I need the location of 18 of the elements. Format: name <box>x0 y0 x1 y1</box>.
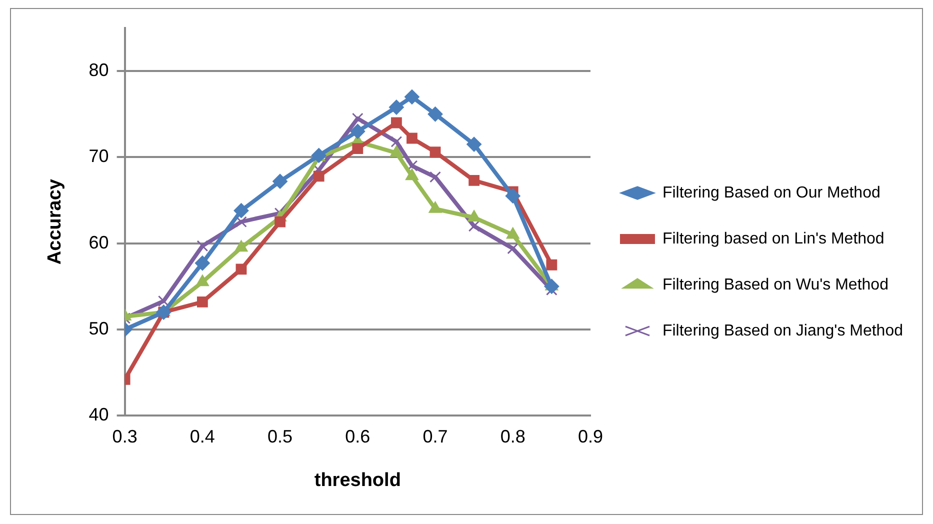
y-tick-label: 60 <box>88 232 109 252</box>
y-tick-label: 50 <box>88 318 109 338</box>
x-tick-label: 0.4 <box>190 426 215 446</box>
legend-label: Filtering based on Lin's Method <box>662 230 884 248</box>
x-tick-label: 0.7 <box>422 426 448 446</box>
x-tick-label: 0.9 <box>578 426 603 446</box>
legend-label: Filtering Based on Wu's Method <box>662 276 888 294</box>
x-tick-label: 0.5 <box>268 426 293 446</box>
y-axis-title: Accuracy <box>44 178 66 265</box>
x-axis-title: threshold <box>314 470 401 491</box>
x-tick-label: 0.3 <box>112 426 138 446</box>
y-tick-label: 70 <box>88 146 109 166</box>
y-tick-label: 40 <box>88 404 109 425</box>
x-tick-label: 0.8 <box>500 426 526 446</box>
legend-label: Filtering Based on Our Method <box>662 184 880 202</box>
x-tick-label: 0.6 <box>345 426 370 446</box>
legend-label: Filtering Based on Jiang's Method <box>662 322 904 340</box>
y-tick-label: 80 <box>88 60 109 80</box>
